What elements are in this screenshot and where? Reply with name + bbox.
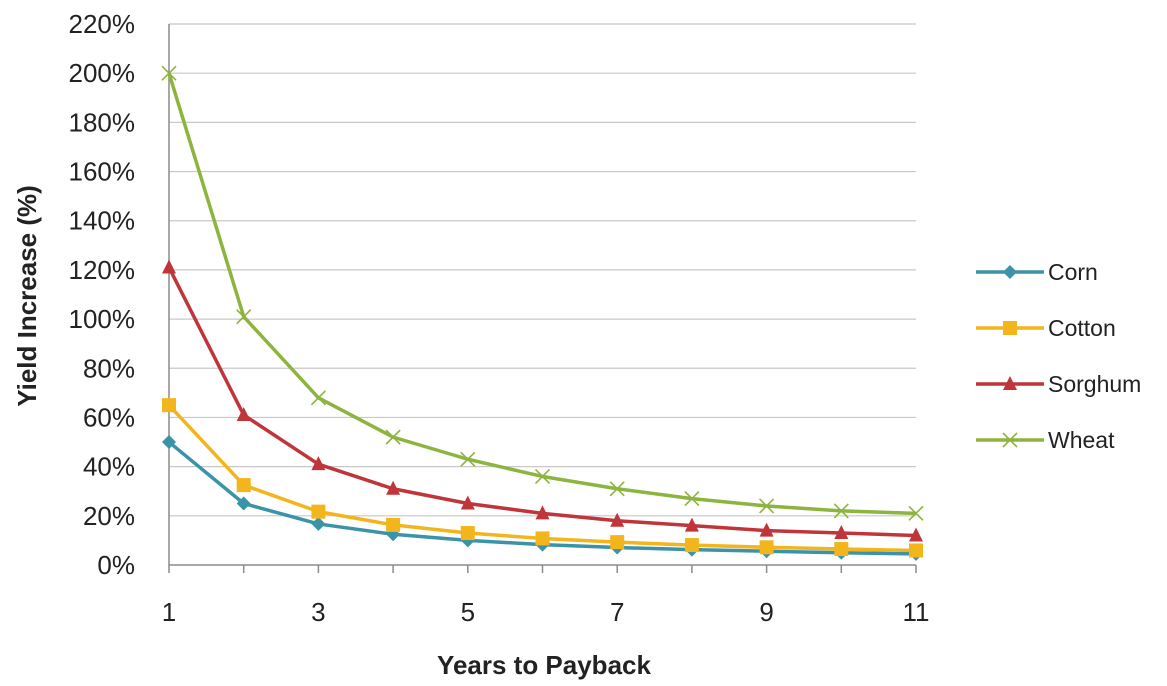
legend-marker-sorghum xyxy=(1003,376,1017,390)
point-sorghum xyxy=(909,527,923,542)
series-line-wheat xyxy=(167,72,917,516)
legend-label-wheat: Wheat xyxy=(1048,427,1115,453)
legend-label-cotton: Cotton xyxy=(1048,315,1116,341)
y-tick-label: 220% xyxy=(69,9,136,39)
series-wheat xyxy=(161,65,924,521)
y-tick-label: 60% xyxy=(83,402,135,432)
point-sorghum xyxy=(236,406,251,421)
legend-marker-cotton xyxy=(1003,321,1017,335)
legend-item-sorghum: Sorghum xyxy=(976,371,1141,397)
y-tick-label: 20% xyxy=(83,501,135,531)
gridlines xyxy=(169,23,916,517)
series-group xyxy=(161,65,924,561)
legend: Corn Cotton Sorghum Wheat xyxy=(976,259,1141,453)
point-wheat xyxy=(908,505,924,521)
y-tick-label: 120% xyxy=(69,255,136,285)
y-tick-label: 160% xyxy=(69,157,136,187)
y-tick-label: 80% xyxy=(83,353,135,383)
point-sorghum xyxy=(460,495,475,510)
point-sorghum xyxy=(684,517,699,532)
y-tick-label: 200% xyxy=(69,58,136,88)
point-sorghum xyxy=(535,505,550,520)
point-wheat xyxy=(609,481,625,497)
point-wheat xyxy=(161,65,177,81)
x-tick-label: 7 xyxy=(610,597,624,627)
point-cotton xyxy=(759,540,774,555)
x-tick-label: 3 xyxy=(311,597,325,627)
point-wheat xyxy=(833,503,849,519)
point-cotton xyxy=(834,542,849,557)
point-corn xyxy=(162,435,176,450)
x-tick-label: 5 xyxy=(461,597,475,627)
y-tick-label: 180% xyxy=(69,107,136,137)
point-cotton xyxy=(684,538,699,553)
legend-marker-wheat xyxy=(1002,432,1018,448)
point-sorghum xyxy=(162,259,176,274)
y-tick-label: 0% xyxy=(97,550,135,580)
x-axis-title: Years to Payback xyxy=(437,650,651,680)
point-wheat xyxy=(460,451,476,467)
point-wheat xyxy=(385,429,401,445)
point-sorghum xyxy=(759,522,774,537)
point-cotton xyxy=(386,517,401,532)
x-tick-label: 9 xyxy=(759,597,773,627)
y-tick-label: 40% xyxy=(83,452,135,482)
point-cotton xyxy=(236,478,251,493)
point-sorghum xyxy=(610,512,625,527)
x-tick-label: 11 xyxy=(903,597,930,627)
series-line-sorghum xyxy=(167,266,917,538)
legend-label-corn: Corn xyxy=(1048,259,1098,285)
point-wheat xyxy=(236,309,252,325)
point-wheat xyxy=(534,468,551,485)
axes: 0% 20% 40% 60% 80% 100% 120% 140% 160% 180% 200% 22… xyxy=(69,9,930,627)
legend-item-cotton: Cotton xyxy=(976,315,1116,341)
y-tick-label: 100% xyxy=(69,304,136,334)
point-cotton xyxy=(909,543,923,558)
series-cotton xyxy=(162,398,923,558)
series-sorghum xyxy=(162,259,923,542)
y-tick-label: 140% xyxy=(69,206,136,236)
point-cotton xyxy=(535,531,550,546)
x-tick-label: 1 xyxy=(162,597,176,627)
point-corn xyxy=(311,516,326,531)
legend-item-corn: Corn xyxy=(976,259,1098,285)
point-cotton xyxy=(460,526,475,541)
point-sorghum xyxy=(386,480,401,495)
point-cotton xyxy=(610,535,625,550)
point-wheat xyxy=(684,491,700,507)
legend-marker-corn xyxy=(1003,265,1017,279)
point-wheat xyxy=(759,498,775,514)
point-cotton xyxy=(311,504,326,519)
point-corn xyxy=(236,496,251,511)
legend-item-wheat: Wheat xyxy=(976,427,1115,453)
point-sorghum xyxy=(834,525,849,540)
point-wheat xyxy=(310,390,326,406)
point-cotton xyxy=(162,398,176,413)
point-sorghum xyxy=(311,456,326,471)
y-axis-title: Yield Increase (%) xyxy=(12,185,42,407)
legend-label-sorghum: Sorghum xyxy=(1048,371,1141,397)
